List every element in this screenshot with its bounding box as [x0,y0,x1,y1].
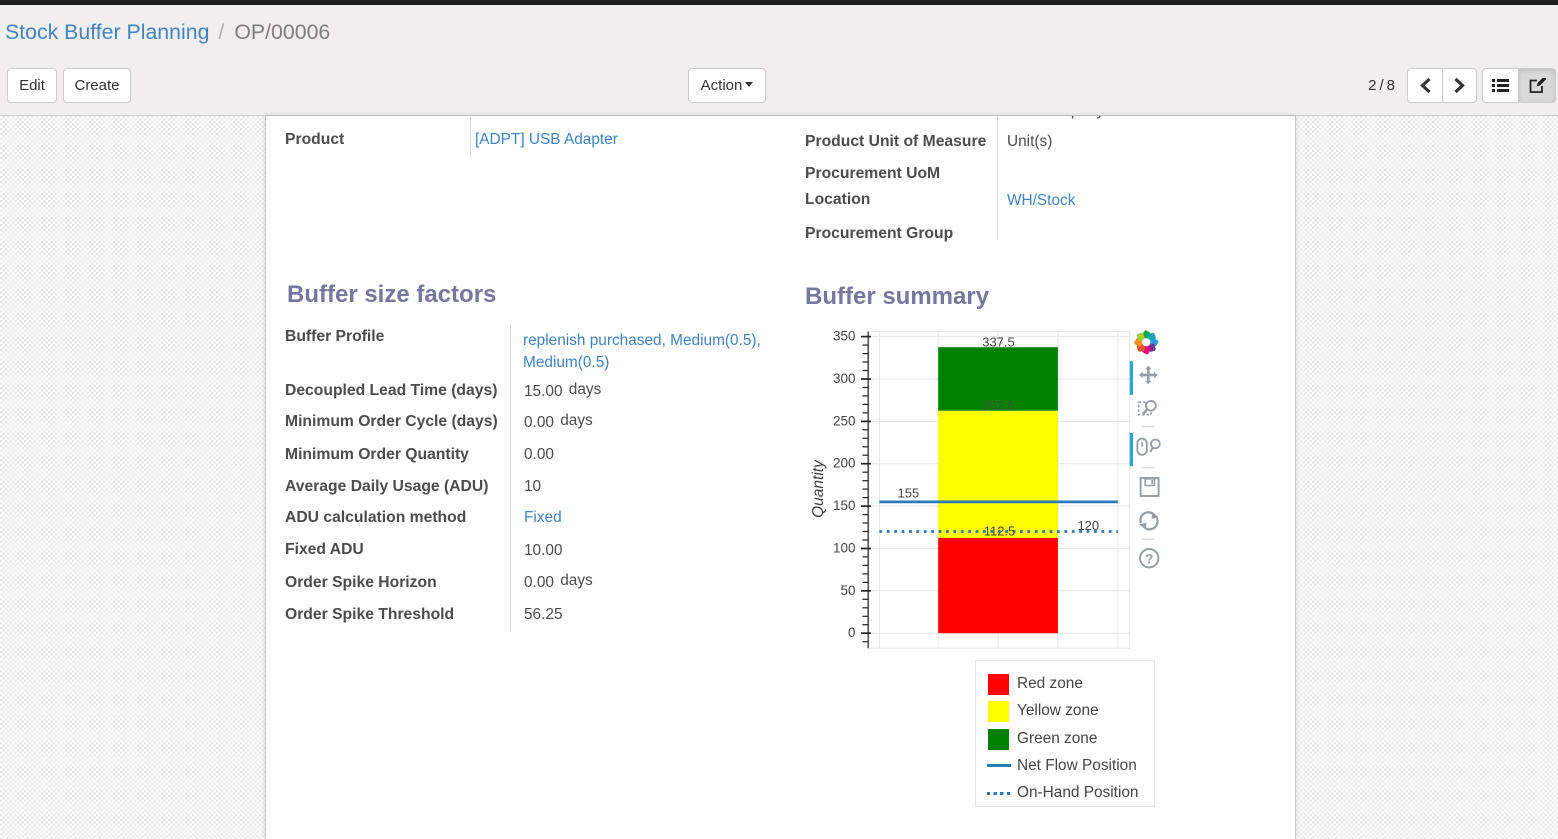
svg-text:120: 120 [1077,518,1099,533]
svg-text:155: 155 [898,486,920,501]
svg-text:262.5: 262.5 [982,398,1015,413]
svg-text:Quantity: Quantity [810,459,827,518]
svg-text:?: ? [1145,552,1153,567]
svg-text:112.5: 112.5 [984,524,1016,539]
svg-text:337.5: 337.5 [982,334,1015,349]
svg-text:200: 200 [833,456,856,471]
svg-text:0: 0 [848,625,856,640]
svg-text:100: 100 [833,541,856,556]
svg-text:150: 150 [833,498,856,513]
svg-text:300: 300 [833,371,856,386]
svg-text:350: 350 [833,329,856,344]
svg-text:50: 50 [840,583,855,598]
svg-text:250: 250 [833,413,856,428]
